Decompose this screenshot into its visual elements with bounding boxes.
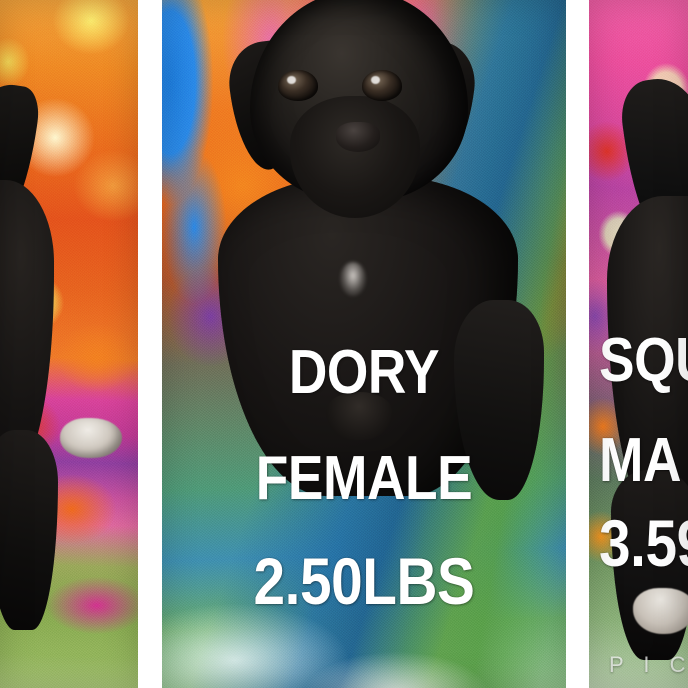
caption-name-center: DORY (288, 338, 440, 407)
puppy-nose (336, 122, 380, 152)
caption-weight-left: BS (0, 566, 64, 632)
puppy-paw-left-panel (60, 418, 122, 458)
panel-divider-left (138, 0, 162, 688)
caption-name-right: SQU (599, 326, 688, 395)
puppy-eye-left (278, 70, 318, 101)
puppy-eye-right (362, 70, 402, 101)
eye-glint-left (287, 76, 296, 84)
puppy-leg-left-panel (0, 430, 58, 630)
collage-panel-left[interactable]: NY LE BS (0, 0, 138, 688)
puppy-chest-marking (340, 262, 366, 296)
collage-panel-center[interactable]: DORY FEMALE 2.50LBS (162, 0, 566, 688)
puppy-paw-center (326, 392, 392, 440)
caption-sex-center: FEMALE (255, 444, 473, 513)
puppy-foreleg-right (454, 300, 544, 500)
eye-glint-right (371, 76, 380, 84)
puppy-paw-right-panel (633, 588, 688, 634)
caption-weight-right: 3.59 (599, 506, 688, 580)
puppy-muzzle (290, 96, 420, 218)
caption-sex-right: MA (599, 426, 682, 495)
app-watermark: P I C (609, 652, 688, 677)
caption-sex-left: LE (0, 466, 64, 528)
caption-name-left: NY (0, 370, 64, 432)
panel-divider-right (566, 0, 589, 688)
caption-weight-center: 2.50LBS (253, 544, 475, 618)
collage-panel-right[interactable]: SQU MA 3.59 P I C (589, 0, 688, 688)
